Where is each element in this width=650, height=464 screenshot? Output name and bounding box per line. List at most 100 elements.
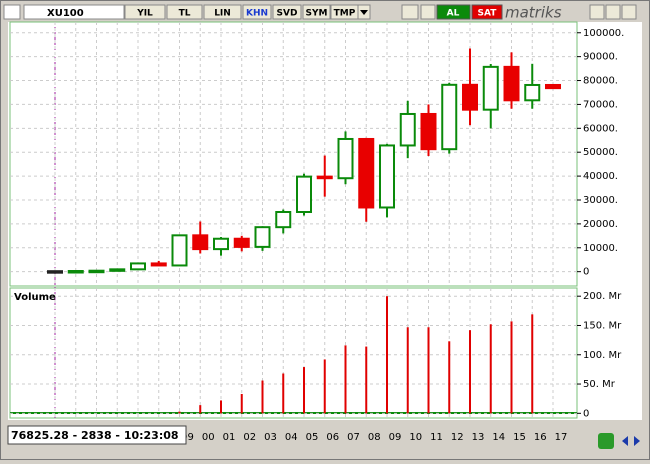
x-tick-label: 05 [306,432,319,443]
volume-bar [178,411,181,414]
volume-bar [344,345,347,414]
volume-bar [199,405,202,414]
refresh-button[interactable] [598,433,614,449]
y-tick-label: 90000. [583,52,618,63]
status-text: 76825.28 - 2838 - 10:23:08 [11,429,179,442]
candle-body [462,83,478,111]
menu-icon[interactable] [3,4,21,20]
toolbar-button[interactable] [242,4,272,20]
candle-body [47,270,63,274]
x-tick-label: 12 [451,432,464,443]
price-panel [9,21,578,287]
close-button[interactable] [621,4,637,20]
x-tick-label: 10 [409,432,422,443]
candle-body [420,112,437,151]
x-tick-label: 09 [389,432,402,443]
buy-button[interactable] [436,4,471,20]
toolbar-label: SVD [277,9,298,19]
prev-button[interactable] [622,436,628,446]
x-tick-label: 03 [264,432,277,443]
y-tick-label: 200. Mr [583,291,622,302]
volume-bar [448,341,451,414]
y-tick-label: 0 [583,267,589,278]
x-tick-label: 08 [368,432,381,443]
x-tick-label: 15 [513,432,526,443]
y-tick-label: 70000. [583,99,618,110]
maximize-button[interactable] [605,4,621,20]
toolbar-button[interactable] [203,4,242,20]
candle-body [503,65,520,102]
tool-icon[interactable] [401,4,419,20]
x-tick-label: 06 [326,432,339,443]
toolbar-label: LIN [214,9,231,19]
y-tick-label: 50000. [583,147,618,158]
toolbar-label: TL [179,9,191,19]
y-tick-label: 60000. [583,123,618,134]
candle-body [379,144,395,209]
candle-body [171,234,188,267]
x-tick-label: 16 [534,432,547,443]
x-tick-label: 00 [202,432,215,443]
candle-body [67,270,84,274]
volume-panel [9,287,578,419]
x-tick-label: 11 [430,432,443,443]
candle-body [192,234,209,251]
volume-bar [531,314,534,414]
brand: matriks [505,4,562,22]
candle-body [275,211,292,229]
candle-body [441,83,458,151]
pencil-icon[interactable] [420,4,436,20]
x-tick-label: 04 [285,432,298,443]
candle-body [524,83,541,102]
y-tick-label: 100. Mr [583,350,622,361]
toolbar-label: TMP [334,9,356,19]
volume-bar [386,296,388,414]
candle-body [296,175,312,214]
candle-body [109,268,126,272]
next-button[interactable] [634,436,640,446]
volume-bar [323,359,326,414]
symbol-box[interactable] [23,4,125,20]
candle-body [482,65,499,111]
volume-bar [365,346,368,414]
minimize-button[interactable] [589,4,605,20]
x-tick-label: 13 [472,432,485,443]
volume-bar [240,393,243,414]
x-tick-label: 14 [492,432,505,443]
x-tick-label: 17 [555,432,568,443]
candle-body [254,226,271,248]
volume-title: Volume [14,292,56,303]
candle-body [337,137,354,180]
y-tick-label: 30000. [583,195,618,206]
dropdown-arrow [360,10,368,15]
sell-label: SAT [478,9,498,19]
sell-button[interactable] [471,4,503,20]
candle-body [545,83,561,90]
toolbar-button[interactable] [302,4,331,20]
x-tick-label: 07 [347,432,360,443]
candle-body [88,269,105,274]
buy-label: AL [447,9,460,19]
x-tick-label: 99 [181,432,194,443]
candle-body [399,112,416,147]
toolbar-button[interactable] [166,4,203,20]
volume-bar [261,380,264,414]
volume-bar [303,367,305,414]
volume-bar [282,373,285,414]
y-tick-label: 40000. [583,171,618,182]
toolbar-label: YIL [136,9,153,19]
y-tick-label: 50. Mr [583,379,616,390]
y-tick-label: 0 [583,408,589,419]
y-tick-label: 100000. [583,28,624,39]
y-tick-label: 150. Mr [583,320,622,331]
toolbar-button[interactable] [272,4,302,20]
volume-bar [427,327,430,414]
x-tick-label: 01 [223,432,236,443]
candle-body [233,237,250,248]
y-tick-label: 20000. [583,219,618,230]
y-tick-label: 80000. [583,76,618,87]
toolbar-button[interactable] [124,4,166,20]
volume-bar [220,400,222,414]
